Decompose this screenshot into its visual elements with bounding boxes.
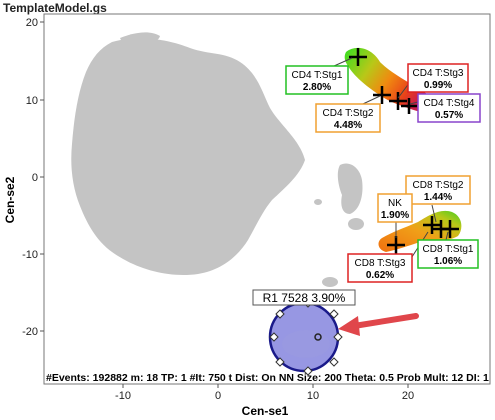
- x-tick-neg10: -10: [115, 390, 131, 402]
- svg-text:R1 7528 3.90%: R1 7528 3.90%: [263, 291, 346, 305]
- x-tick-20: 20: [402, 390, 414, 402]
- svg-text:1.06%: 1.06%: [434, 256, 462, 267]
- label-cd8-stg1: CD8 T:Stg1 1.06%: [417, 239, 479, 269]
- centroid-markers: [349, 48, 459, 254]
- svg-text:CD4 T:Stg1: CD4 T:Stg1: [292, 70, 343, 81]
- x-tick-10: 10: [307, 390, 319, 402]
- svg-text:CD8 T:Stg3: CD8 T:Stg3: [355, 258, 406, 269]
- x-tick-0: 0: [215, 390, 221, 402]
- y-tick-0: 0: [32, 172, 38, 184]
- label-cd8-stg3: CD8 T:Stg3 0.62%: [347, 253, 413, 283]
- label-cd4-stg1: CD4 T:Stg1 2.80%: [285, 65, 349, 95]
- y-tick-10: 10: [26, 95, 38, 107]
- cd4-cluster: [344, 47, 433, 112]
- window-title: TemplateModel.gs: [3, 1, 107, 15]
- y-axis-label: Cen-se2: [3, 176, 17, 223]
- label-cd4-stg3: CD4 T:Stg3 0.99%: [407, 63, 469, 93]
- gray-cluster-dot-1: [348, 218, 364, 230]
- svg-text:CD4 T:Stg2: CD4 T:Stg2: [323, 108, 374, 119]
- svg-text:CD4 T:Stg3: CD4 T:Stg3: [413, 68, 464, 79]
- svg-text:4.48%: 4.48%: [334, 120, 362, 131]
- svg-text:CD8 T:Stg2: CD8 T:Stg2: [413, 180, 464, 191]
- y-tick-neg10: -10: [22, 249, 38, 261]
- gate-label: R1 7528 3.90%: [252, 289, 356, 306]
- y-axis-ticks: [40, 21, 44, 332]
- y-tick-neg20: -20: [22, 326, 38, 338]
- label-nk: NK 1.90%: [377, 193, 413, 223]
- label-cd4-stg4: CD4 T:Stg4 0.57%: [417, 93, 481, 123]
- svg-text:NK: NK: [388, 198, 402, 209]
- label-cd8-stg2: CD8 T:Stg2 1.44%: [405, 175, 471, 205]
- svg-text:2.80%: 2.80%: [303, 82, 331, 93]
- label-cd4-stg2: CD4 T:Stg2 4.48%: [315, 103, 381, 133]
- y-tick-20: 20: [26, 17, 38, 29]
- gray-cluster-dot-2: [314, 199, 322, 205]
- x-axis-ticks: [122, 384, 409, 388]
- svg-text:0.57%: 0.57%: [435, 110, 463, 121]
- annotation-arrow: [338, 313, 419, 336]
- gray-cluster-main: [71, 38, 305, 276]
- svg-text:0.99%: 0.99%: [424, 80, 452, 91]
- svg-text:CD8 T:Stg1: CD8 T:Stg1: [423, 244, 474, 255]
- svg-text:1.44%: 1.44%: [424, 192, 452, 203]
- plot-footer: #Events: 192882 m: 18 TP: 1 #It: 750 t D…: [46, 372, 489, 384]
- svg-text:0.62%: 0.62%: [366, 270, 394, 281]
- svg-text:CD4 T:Stg4: CD4 T:Stg4: [424, 98, 475, 109]
- gray-cluster-island: [337, 163, 363, 214]
- svg-text:1.90%: 1.90%: [381, 210, 409, 221]
- gray-cluster-dot-3: [322, 277, 338, 287]
- x-axis-label: Cen-se1: [242, 404, 289, 418]
- gray-cluster-top: [120, 32, 160, 46]
